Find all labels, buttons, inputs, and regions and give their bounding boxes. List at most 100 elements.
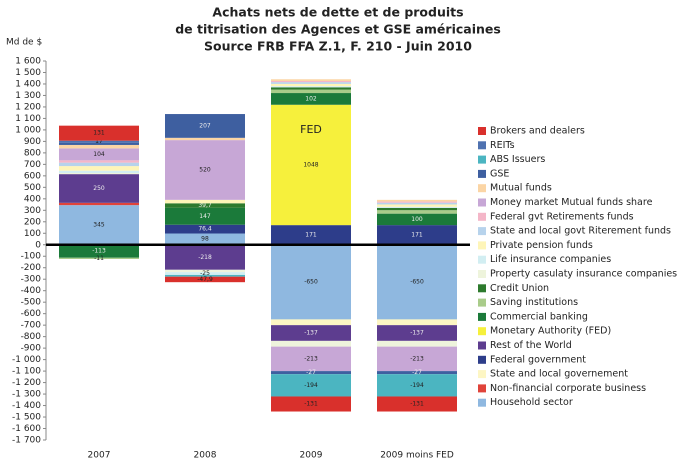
bar-segment	[59, 166, 139, 171]
bar-segment	[271, 89, 351, 94]
y-tick-label: 300	[24, 206, 41, 216]
legend-label: Credit Union	[490, 283, 549, 294]
bar-segment	[59, 174, 139, 203]
data-label: 100	[411, 216, 423, 223]
legend-swatch	[478, 184, 486, 193]
y-tick-label: -400	[21, 286, 42, 296]
data-label: 345	[93, 221, 105, 228]
legend-swatch	[478, 155, 486, 164]
data-label: 39,7	[198, 202, 212, 209]
y-tick-label: 1 400	[15, 79, 41, 89]
legend-swatch	[478, 241, 486, 250]
bar-segment	[377, 210, 457, 214]
y-tick-label: -1 300	[12, 390, 41, 400]
bar-segment	[377, 199, 457, 202]
data-label: -27	[412, 369, 422, 376]
chart-title: Achats nets de dette et de produits	[212, 5, 463, 20]
legend-label: REITs	[490, 140, 515, 151]
y-tick-label: -1 000	[12, 355, 41, 365]
data-label: -194	[304, 382, 318, 389]
x-tick-label: 2007	[88, 451, 111, 461]
data-label: -25	[200, 270, 210, 277]
chart-title: Source FRB FFA Z.1, F. 210 - Juin 2010	[204, 39, 472, 54]
legend-swatch	[478, 355, 486, 364]
y-tick-label: 1 100	[15, 114, 41, 124]
legend-label: Monetary Authority (FED)	[490, 326, 611, 337]
legend-swatch	[478, 212, 486, 221]
chart-title: de titrisation des Agences et GSE améric…	[175, 22, 501, 37]
bar-segment	[271, 325, 351, 341]
y-tick-label: 700	[24, 160, 41, 170]
data-label: 76,4	[198, 226, 212, 233]
y-tick-label: 1 600	[15, 57, 41, 67]
y-tick-label: -500	[21, 298, 42, 308]
bar-segment	[165, 207, 245, 225]
legend-label: Saving institutions	[490, 297, 578, 308]
bar-segment	[377, 340, 457, 347]
data-label: -650	[304, 279, 318, 286]
legend-swatch	[478, 298, 486, 307]
y-tick-label: -100	[21, 252, 42, 262]
y-tick-label: -800	[21, 332, 42, 342]
data-label: 250	[93, 185, 105, 192]
bar-segment	[271, 82, 351, 84]
bar-segment	[165, 137, 245, 141]
bar-segment	[165, 114, 245, 138]
data-label: 147	[199, 213, 211, 220]
bar-segment	[59, 140, 139, 143]
x-tick-label: 2009 moins FED	[380, 451, 454, 461]
y-tick-label: 1 000	[15, 125, 41, 135]
bar-segment	[59, 125, 139, 141]
legend-swatch	[478, 284, 486, 293]
bar-segment	[165, 199, 245, 204]
legend-swatch	[478, 141, 486, 150]
legend-label: Federal government	[490, 354, 586, 365]
legend-label: Life insurance companies	[490, 254, 611, 265]
legend-label: Brokers and dealers	[490, 126, 585, 137]
y-tick-label: -700	[21, 321, 42, 331]
legend-label: ABS Issuers	[490, 154, 545, 165]
data-label: 104	[93, 151, 105, 158]
y-tick-label: -600	[21, 309, 42, 319]
x-tick-label: 2009	[300, 451, 323, 461]
y-tick-label: 500	[24, 183, 41, 193]
annotation: FED	[300, 123, 322, 136]
data-label: -131	[304, 400, 318, 407]
y-tick-label: 400	[24, 194, 41, 204]
y-tick-label: 1 300	[15, 91, 41, 101]
y-tick-label: 0	[35, 240, 41, 250]
data-label: 1048	[303, 161, 318, 168]
bar-segment	[165, 244, 245, 270]
bar-segment	[271, 93, 351, 105]
bar-segment	[377, 202, 457, 205]
bar-segment	[271, 244, 351, 320]
y-tick-label: -200	[21, 263, 42, 273]
legend-label: Mutual funds	[490, 183, 552, 194]
legend-label: Federal gvt Retirements funds	[490, 211, 634, 222]
data-label: -131	[410, 400, 424, 407]
data-label: -137	[410, 330, 424, 337]
legend-swatch	[478, 341, 486, 350]
data-label: -213	[410, 355, 424, 362]
bar-segment	[165, 269, 245, 273]
data-label: -194	[410, 382, 424, 389]
y-tick-label: -1 200	[12, 378, 41, 388]
legend-swatch	[478, 327, 486, 336]
data-label: 17	[95, 138, 103, 145]
legend-swatch	[478, 270, 486, 278]
bar-segment	[377, 374, 457, 397]
bar-segment	[165, 274, 245, 277]
legend-swatch	[478, 198, 486, 207]
legend-swatch	[478, 127, 486, 135]
data-label: 520	[199, 166, 211, 173]
bar-segment	[377, 213, 457, 226]
data-label: -11	[94, 255, 104, 262]
y-tick-label: -1 400	[12, 401, 41, 411]
bar-segment	[377, 204, 457, 207]
legend-label: State and local govt Riterement funds	[490, 226, 671, 237]
bar-segment	[59, 160, 139, 163]
legend-label: Private pension funds	[490, 240, 593, 251]
legend-swatch	[478, 370, 486, 379]
bar-segment	[165, 272, 245, 275]
data-label: 131	[93, 130, 105, 137]
